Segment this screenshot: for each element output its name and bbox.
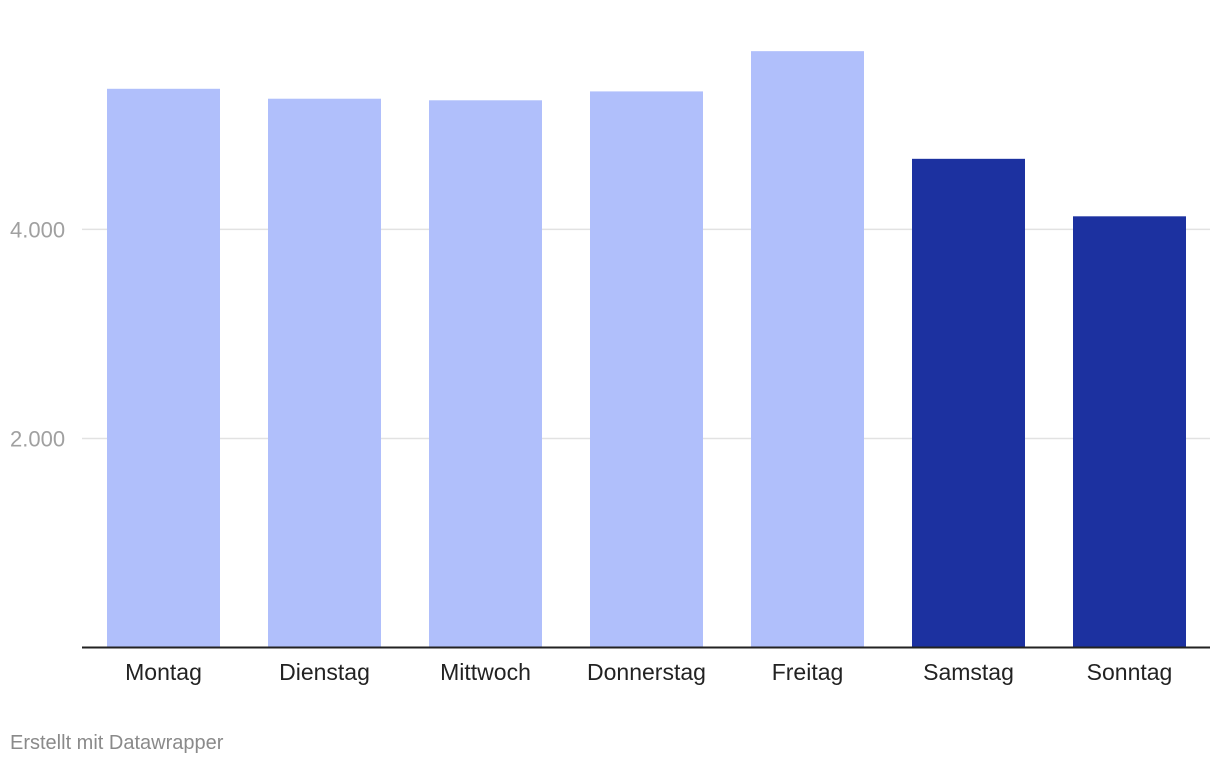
x-tick-label-freitag: Freitag xyxy=(772,659,844,685)
bar-montag xyxy=(107,88,220,648)
x-tick-label-samstag: Samstag xyxy=(923,659,1014,685)
x-tick-label-sonntag: Sonntag xyxy=(1087,659,1173,685)
y-axis-tick-labels: 2.000 4.000 xyxy=(10,217,65,451)
x-axis-category-labels: Montag Dienstag Mittwoch Donnerstag Freitag S… xyxy=(125,659,1172,685)
bar-dienstag xyxy=(268,98,381,648)
bar-freitag xyxy=(751,51,864,648)
footer-credit: Erstellt mit Datawrapper xyxy=(10,732,224,754)
bar-samstag xyxy=(912,158,1025,648)
x-tick-label-montag: Montag xyxy=(125,659,202,685)
y-tick-label: 4.000 xyxy=(10,217,65,242)
bar-sonntag xyxy=(1073,216,1186,648)
x-tick-label-dienstag: Dienstag xyxy=(279,659,370,685)
y-tick-label: 2.000 xyxy=(10,426,65,451)
bar-donnerstag xyxy=(590,91,703,648)
x-tick-label-mittwoch: Mittwoch xyxy=(440,659,531,685)
x-tick-label-donnerstag: Donnerstag xyxy=(587,659,706,685)
bars xyxy=(107,51,1186,648)
bar-mittwoch xyxy=(429,100,542,648)
